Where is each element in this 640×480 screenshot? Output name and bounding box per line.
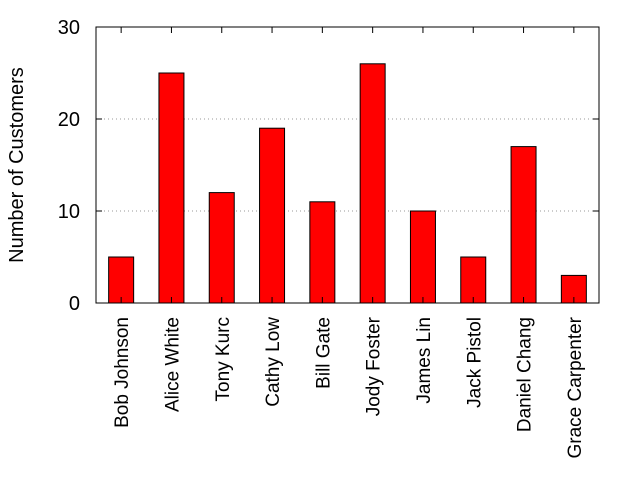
x-category-label: Cathy Low <box>263 317 284 407</box>
x-category-label: Jody Foster <box>364 316 385 416</box>
bar <box>259 127 286 304</box>
bars <box>108 63 587 304</box>
x-category-label: Tony Kurc <box>213 317 234 401</box>
x-category-label: James Lin <box>414 317 435 404</box>
y-tick-label: 20 <box>58 109 80 131</box>
bar <box>460 256 487 304</box>
x-category-label: Bob Johnson <box>112 317 133 428</box>
y-axis-ticks: 0 10 20 30 <box>58 17 599 315</box>
y-tick-label: 10 <box>58 201 80 223</box>
bar <box>158 72 185 304</box>
bar <box>108 256 135 304</box>
y-tick-label: 30 <box>58 17 80 39</box>
x-axis-category-labels: Bob Johnson Alice White Tony Kurc Cathy Low… <box>112 316 586 458</box>
y-axis-label: Number of Customers <box>6 67 28 263</box>
y-tick-label: 0 <box>69 293 80 315</box>
bar <box>409 210 436 304</box>
x-category-label: Jack Pistol <box>464 317 485 408</box>
x-category-label: Alice White <box>162 317 183 412</box>
bar <box>359 63 386 304</box>
bar <box>309 201 336 304</box>
x-category-label: Grace Carpenter <box>565 316 586 458</box>
x-category-label: Bill Gate <box>313 317 334 389</box>
bar <box>510 146 537 304</box>
plot-frame <box>95 26 600 304</box>
x-category-label: Daniel Chang <box>515 317 536 432</box>
bar <box>208 192 235 304</box>
